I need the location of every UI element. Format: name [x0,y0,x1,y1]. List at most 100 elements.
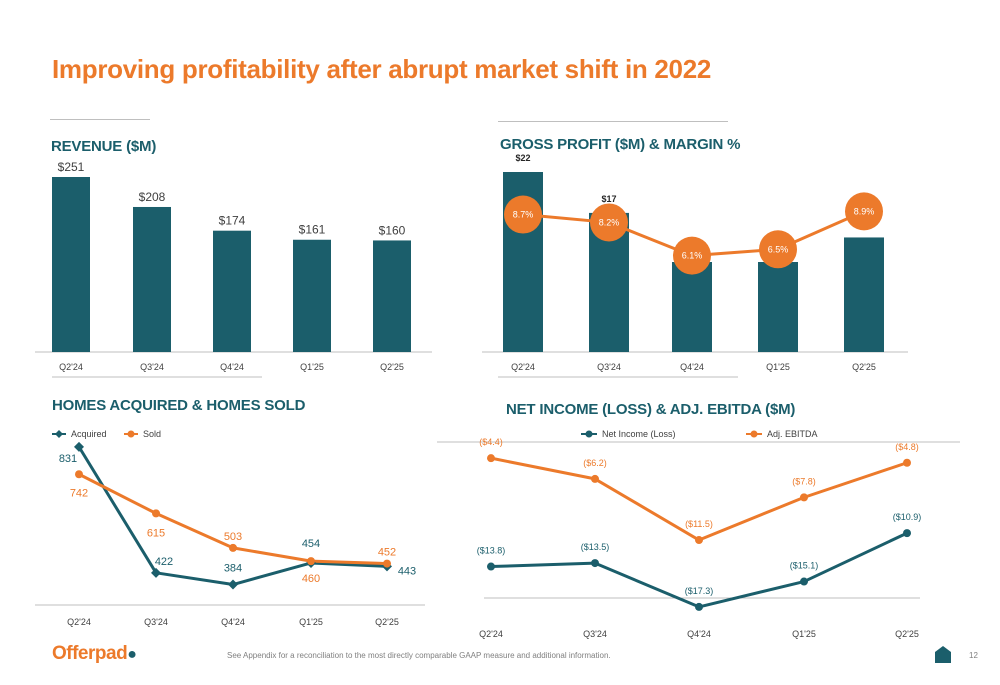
net-income-marker [695,602,703,611]
net-income-tick-label: Q2'25 [895,629,919,639]
ebitda-data-label: ($7.8) [792,476,816,486]
revenue-tick-label: Q4'24 [220,362,244,372]
revenue-bar [52,177,90,352]
homes-tick-label: Q2'24 [67,617,91,627]
revenue-bar [293,239,331,352]
sold-marker [75,470,83,479]
net-income-tick-label: Q2'24 [479,629,503,639]
revenue-bar [213,230,251,352]
legend-sold-label: Sold [143,429,161,439]
logo-text: Offerpad [52,643,128,664]
net-income-data-label: ($17.3) [685,586,714,596]
page-number: 12 [969,651,978,660]
acquired-marker [74,441,84,452]
gross-profit-rule [498,121,728,122]
sold-data-label: 503 [224,531,242,543]
margin-label: 8.7% [513,210,534,220]
margin-label: 6.1% [682,251,703,261]
net-income-tick-label: Q1'25 [792,629,816,639]
net-income-tick-label: Q4'24 [687,629,711,639]
revenue-bar [373,240,411,352]
gross-profit-tick-label: Q1'25 [766,362,790,372]
revenue-tick-label: Q3'24 [140,362,164,372]
legend-net-income-marker [585,430,593,438]
gross-profit-bar [672,262,712,352]
sold-data-label: 615 [147,527,165,539]
net-income-data-label: ($15.1) [790,561,819,571]
ebitda-marker [487,454,495,463]
net-income-data-label: ($10.9) [893,512,922,522]
legend-ebitda-label: Adj. EBITDA [767,429,818,439]
sold-data-label: 460 [302,573,320,585]
gross-profit-tick-label: Q4'24 [680,362,704,372]
revenue-value-label: $160 [379,223,406,237]
margin-label: 8.2% [599,217,620,227]
homes-tick-label: Q2'25 [375,617,399,627]
revenue-rule [50,119,150,120]
ebitda-marker [591,474,599,483]
footnote: See Appendix for a reconciliation to the… [227,651,611,660]
sold-data-label: 452 [378,547,396,559]
net-income-data-label: ($13.8) [477,546,506,556]
logo-dot: ● [127,646,137,663]
revenue-tick-label: Q2'25 [380,362,404,372]
margin-marker [759,230,797,269]
revenue-value-label: $161 [299,223,326,237]
legend-net-income-label: Net Income (Loss) [602,429,676,439]
net-income-data-label: ($13.5) [581,542,610,552]
revenue-tick-label: Q1'25 [300,362,324,372]
revenue-value-label: $251 [58,160,85,174]
margin-label: 8.9% [854,206,875,216]
net-income-marker [487,562,495,571]
sold-marker [307,557,315,566]
acquired-data-label: 831 [59,453,77,465]
gross-profit-tick-label: Q3'24 [597,362,621,372]
homes-tick-label: Q3'24 [144,617,168,627]
ebitda-marker [695,536,703,545]
sold-data-label: 742 [70,487,88,499]
acquired-marker [151,567,161,578]
net-income-marker [591,559,599,568]
sold-marker [229,543,237,552]
legend-acquired-label: Acquired [71,429,107,439]
gross-profit-tick-label: Q2'25 [852,362,876,372]
acquired-marker [228,579,238,590]
gross-profit-tick-label: Q2'24 [511,362,535,372]
house-icon [935,646,951,663]
gross-profit-value-label: $22 [515,153,530,163]
revenue-title: REVENUE ($M) [51,138,157,155]
acquired-data-label: 384 [224,563,242,575]
revenue-bar [133,206,171,352]
legend-ebitda-marker [750,430,758,438]
gross-profit-value-label: $17 [601,194,616,204]
homes-tick-label: Q4'24 [221,617,245,627]
ebitda-data-label: ($4.8) [895,442,919,452]
gross-profit-bar [758,262,798,352]
ebitda-data-label: ($4.4) [479,437,503,447]
margin-marker [673,236,711,275]
homes-tick-label: Q1'25 [299,617,323,627]
net-income-tick-label: Q3'24 [583,629,607,639]
margin-marker [590,203,628,242]
legend-sold-marker [127,430,135,438]
revenue-value-label: $174 [219,214,246,228]
page-title: Improving profitability after abrupt mar… [52,54,712,84]
acquired-data-label: 454 [302,538,320,550]
revenue-tick-label: Q2'24 [59,362,83,372]
homes-title: HOMES ACQUIRED & HOMES SOLD [52,397,306,414]
margin-marker [504,195,542,234]
ebitda-marker [903,458,911,467]
acquired-data-label: 443 [398,565,416,577]
ebitda-marker [800,493,808,502]
ebitda-data-label: ($11.5) [685,519,713,529]
legend-acquired-marker [55,430,63,438]
ebitda-data-label: ($6.2) [583,458,607,468]
net-income-marker [903,529,911,538]
sold-marker [152,509,160,518]
revenue-value-label: $208 [139,190,166,204]
gross-profit-bar [844,237,884,352]
gross-profit-title: GROSS PROFIT ($M) & MARGIN % [500,136,741,153]
sold-marker [383,559,391,568]
net-income-title: NET INCOME (LOSS) & ADJ. EBITDA ($M) [506,401,796,418]
